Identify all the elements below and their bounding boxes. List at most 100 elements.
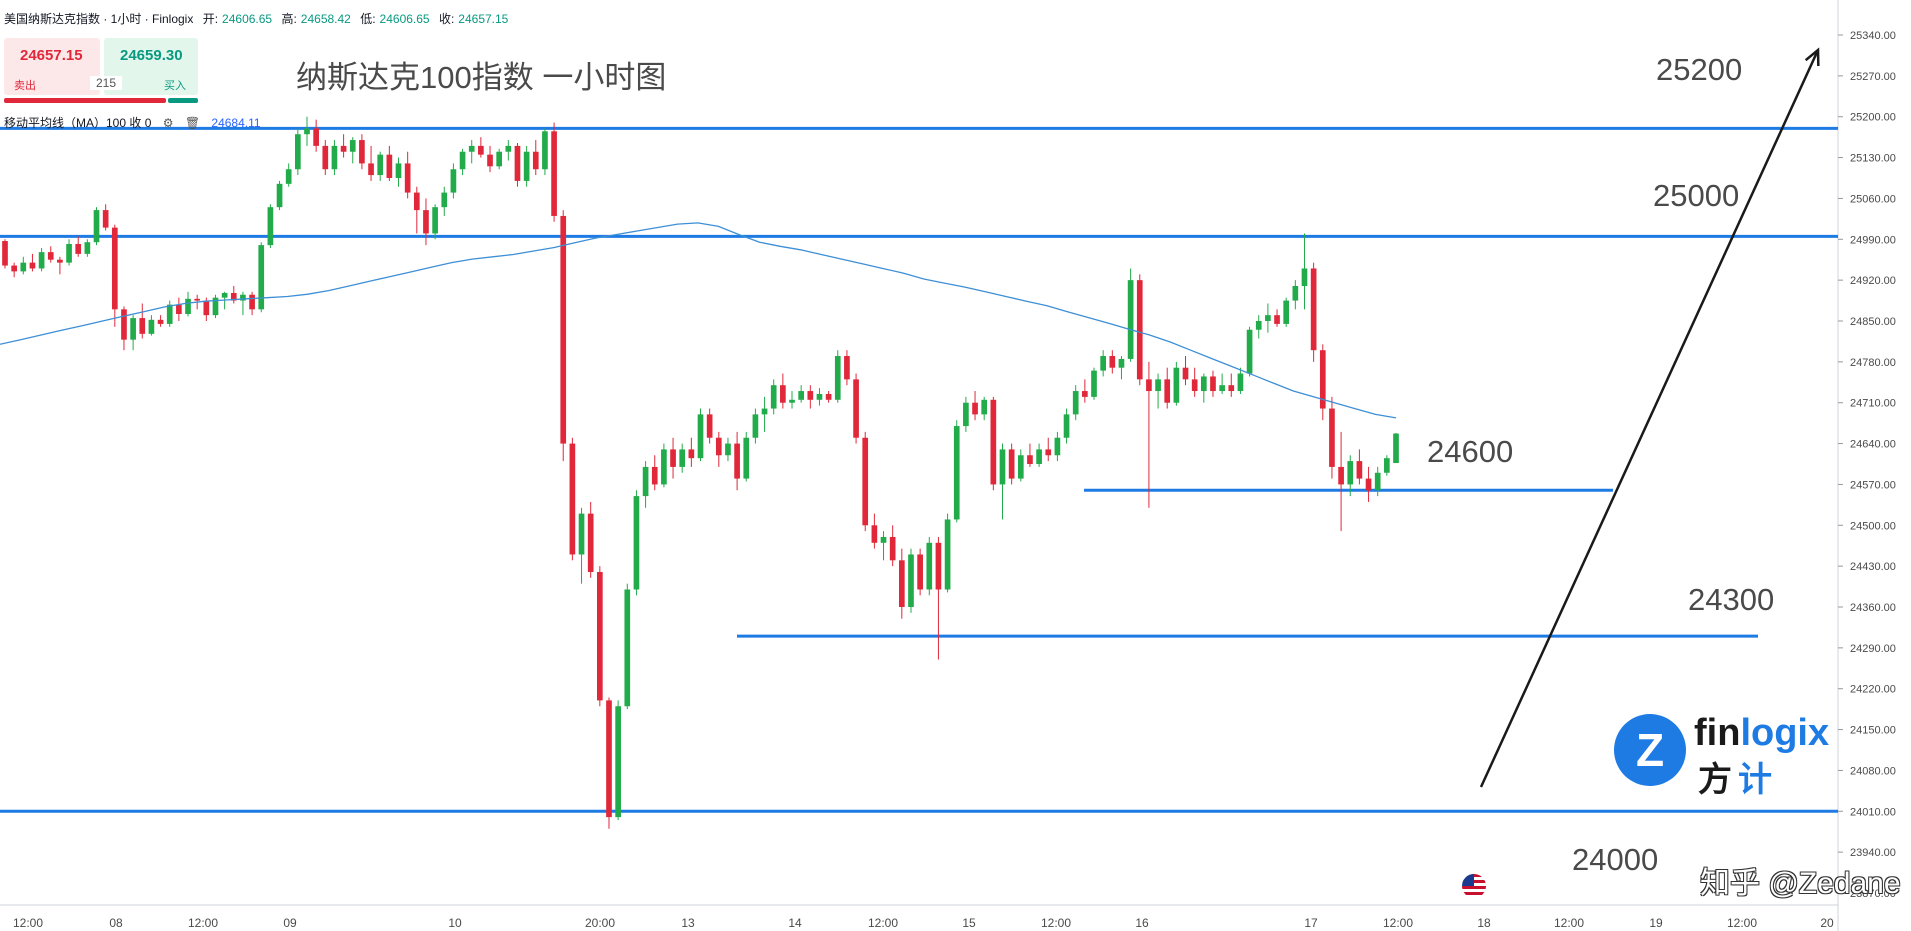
us-flag-icon[interactable] bbox=[1462, 874, 1486, 898]
candle-up bbox=[240, 294, 246, 301]
chart-title: 纳斯达克100指数 一小时图 bbox=[296, 60, 667, 95]
candle-down bbox=[1136, 280, 1143, 380]
candle-up bbox=[130, 318, 136, 340]
y-tick-label: 24080.00 bbox=[1850, 765, 1896, 777]
candle-down bbox=[972, 402, 978, 415]
sell-button[interactable] bbox=[4, 38, 100, 95]
candle-up bbox=[468, 145, 475, 152]
logo-mark: Z bbox=[1614, 714, 1686, 786]
candle-down bbox=[404, 163, 411, 193]
x-tick-label: 19 bbox=[1649, 916, 1663, 930]
candle-up bbox=[697, 414, 704, 459]
candle-up bbox=[148, 319, 155, 334]
candle-up bbox=[1100, 356, 1106, 371]
candle-down bbox=[322, 145, 329, 170]
close-value: 24657.15 bbox=[458, 12, 509, 26]
candle-up bbox=[1200, 376, 1207, 392]
x-tick-label: 08 bbox=[109, 916, 123, 930]
candle-down bbox=[386, 154, 393, 178]
candle-up bbox=[377, 154, 384, 176]
trash-icon[interactable]: 🗑 bbox=[184, 116, 201, 130]
y-tick-label: 25340.00 bbox=[1850, 30, 1896, 42]
x-tick-label: 09 bbox=[283, 916, 297, 930]
candle-up bbox=[963, 402, 969, 427]
x-tick-label: 12:00 bbox=[1041, 916, 1071, 930]
y-tick-label: 23940.00 bbox=[1850, 847, 1896, 859]
candle-down bbox=[780, 385, 786, 403]
level-label-25200: 25200 bbox=[1656, 52, 1743, 87]
candle-up bbox=[505, 145, 512, 152]
candle-down bbox=[514, 145, 521, 181]
candle-down bbox=[1319, 350, 1326, 409]
candle-down bbox=[1356, 461, 1363, 479]
candle-up bbox=[816, 393, 823, 400]
candle-up bbox=[185, 298, 191, 314]
y-tick-label: 24010.00 bbox=[1850, 806, 1896, 818]
candle-down bbox=[1109, 356, 1116, 368]
candle-down bbox=[871, 525, 878, 543]
y-tick-label: 24570.00 bbox=[1850, 479, 1896, 491]
y-tick-label: 25130.00 bbox=[1850, 153, 1896, 165]
candle-down bbox=[249, 294, 255, 310]
gear-icon[interactable]: ⚙ bbox=[162, 116, 174, 130]
candle-down bbox=[111, 227, 118, 310]
candle-up bbox=[770, 385, 777, 409]
low-label: 低: bbox=[360, 12, 376, 26]
candle-down bbox=[478, 145, 484, 155]
candle-up bbox=[395, 163, 402, 178]
finlogix-logo: Z finlogix 方计 bbox=[1614, 712, 1829, 799]
ohlc-header: 美国纳斯达克指数 · 1小时 · Finlogix 开: 24606.65 高: 2… bbox=[4, 10, 508, 27]
candle-up bbox=[285, 169, 292, 184]
logo-word-logix: logix bbox=[1740, 712, 1830, 754]
candle-down bbox=[935, 542, 942, 590]
logo-char-2: 计 bbox=[1738, 761, 1778, 799]
high-value: 24658.42 bbox=[300, 12, 351, 26]
candle-up bbox=[84, 242, 91, 254]
level-label-25000: 25000 bbox=[1653, 178, 1740, 213]
y-tick-label: 24150.00 bbox=[1850, 725, 1896, 737]
instrument-label: 美国纳斯达克指数 · 1小时 · Finlogix bbox=[4, 12, 194, 26]
ma-indicator-legend[interactable]: 移动平均线（MA）100 收 0 ⚙ 🗑 24684.11 bbox=[4, 114, 261, 131]
ma-label: 移动平均线（MA）100 收 0 bbox=[4, 116, 152, 130]
close-label: 收: bbox=[438, 12, 455, 26]
x-tick-label: 15 bbox=[962, 916, 976, 930]
candle-down bbox=[1329, 408, 1335, 467]
candle-down bbox=[853, 379, 859, 438]
candle-up bbox=[542, 131, 548, 170]
candle-down bbox=[359, 140, 365, 164]
candle-up bbox=[953, 426, 960, 520]
y-tick-label: 24850.00 bbox=[1850, 316, 1896, 328]
candle-up bbox=[1118, 358, 1125, 368]
candle-up bbox=[450, 169, 457, 193]
candle-up bbox=[523, 151, 530, 181]
y-tick-label: 25200.00 bbox=[1850, 112, 1896, 124]
sell-price: 24657.15 bbox=[20, 47, 83, 64]
candle-down bbox=[898, 560, 905, 607]
candle-up bbox=[624, 589, 631, 707]
candle-down bbox=[532, 151, 539, 170]
candle-down bbox=[569, 443, 576, 555]
candle-up bbox=[615, 706, 621, 818]
candle-up bbox=[944, 519, 951, 590]
candle-up bbox=[642, 466, 649, 497]
level-label-24000: 24000 bbox=[1572, 842, 1659, 877]
candle-down bbox=[194, 298, 201, 301]
candle-up bbox=[1301, 268, 1308, 286]
x-tick-label: 12:00 bbox=[868, 916, 898, 930]
candle-up bbox=[1265, 315, 1271, 321]
candle-up bbox=[1072, 391, 1079, 415]
x-tick-label: 14 bbox=[788, 916, 802, 930]
candle-down bbox=[715, 437, 722, 456]
candle-down bbox=[1027, 455, 1033, 464]
candle-down bbox=[1365, 478, 1372, 491]
x-tick-label: 12:00 bbox=[188, 916, 218, 930]
y-tick-label: 24990.00 bbox=[1850, 234, 1896, 246]
x-tick-label: 12:00 bbox=[13, 916, 43, 930]
candle-down bbox=[1274, 315, 1280, 324]
candle-up bbox=[38, 252, 45, 269]
y-tick-label: 25270.00 bbox=[1850, 71, 1896, 83]
candle-up bbox=[926, 542, 933, 590]
candle-down bbox=[1082, 391, 1088, 397]
candle-up bbox=[1173, 367, 1180, 403]
